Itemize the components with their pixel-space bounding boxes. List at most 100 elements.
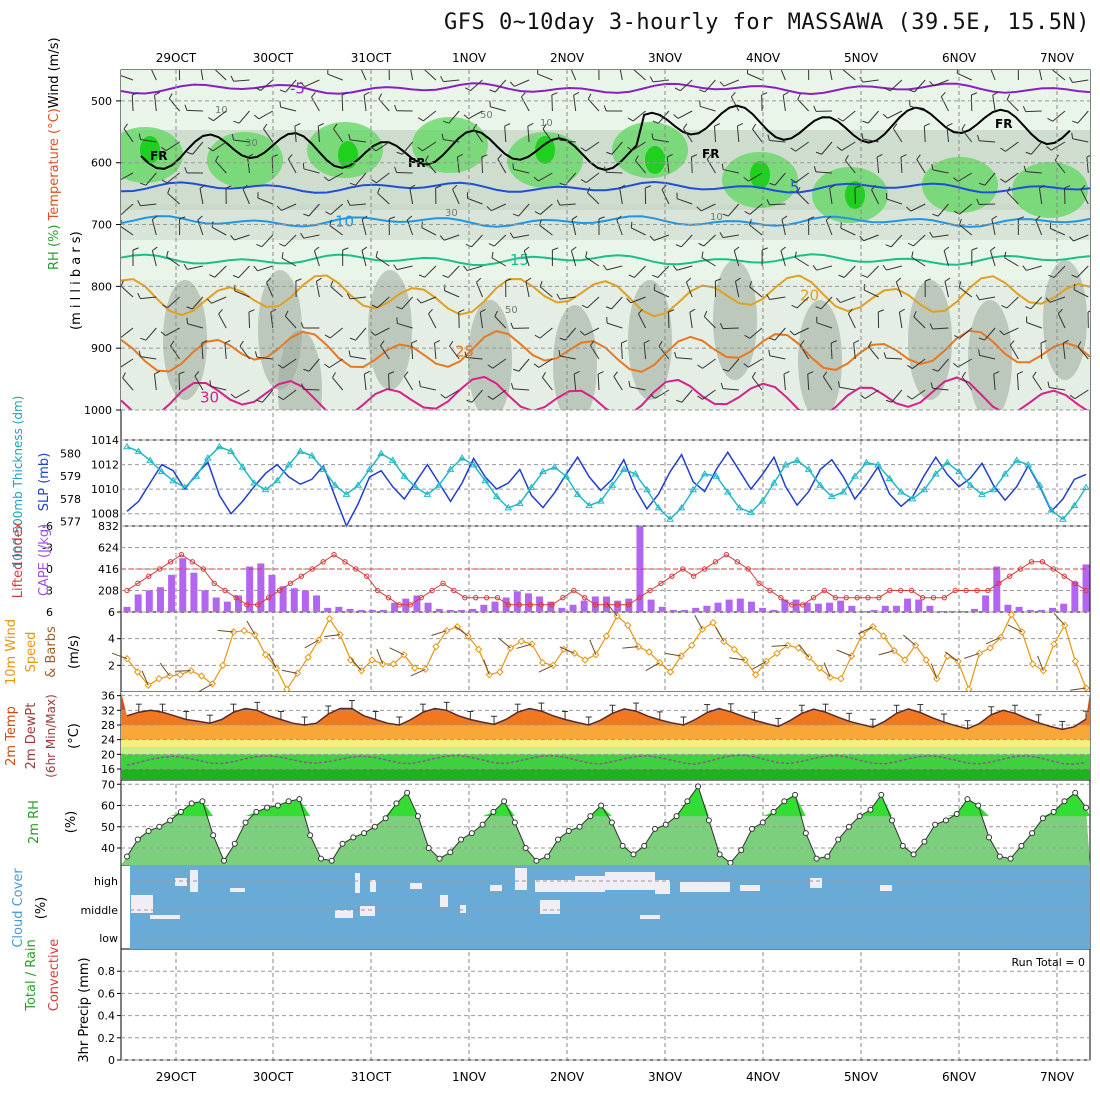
li-point [636,594,642,601]
wind-barb [393,264,413,271]
cape-bar [357,609,365,612]
wind-barb [533,172,553,182]
rh-dry-column [628,280,672,400]
rh-point [425,845,432,851]
wind-barb [551,92,558,112]
wind-barb [121,327,134,338]
wind-barb [743,172,763,182]
thickness-point [793,456,802,463]
isotherm-line [121,274,1090,318]
wind-barb [667,309,675,329]
wind-barb-10m [483,659,490,675]
cape-bar [324,607,332,612]
wind-barb [703,310,716,329]
rh-point [199,798,206,805]
wind-barb-10m [878,650,895,656]
wind-speed-point [442,626,451,635]
wind-speed-point [709,618,717,627]
rh-point [845,823,852,830]
cape-bar [904,598,912,612]
wind-speed-point [240,626,248,635]
wind-barb [906,389,926,400]
cape-bar [736,598,744,612]
wind-barb [505,278,512,298]
li-point [222,587,228,594]
thickness-point [492,492,501,500]
li-point [418,594,424,601]
run-total-label: Run Total = 0 [1012,956,1086,969]
wind-barb [649,76,669,83]
thickness-point [238,463,247,470]
wind-barb [360,70,367,81]
wind-speed-point [1029,660,1037,668]
isotherm-line [121,253,1090,267]
rh-contour-label: 50 [480,110,493,121]
rh-point [986,834,993,841]
wind-barb [976,134,996,143]
rh-point [544,853,551,860]
wind-barb [929,323,949,330]
date-label-bottom: 3NOV [648,1070,683,1084]
wind-barb [138,350,157,360]
cape-bar [435,608,443,612]
wind-barb [418,265,437,278]
rh-contour-label: 30 [445,208,458,219]
wind-barb [673,110,693,119]
wind-barb [233,110,250,124]
cloud-patch [335,910,353,918]
li-point [712,559,719,565]
rh-point [350,834,357,841]
rh-core [750,161,770,189]
wind-barb [186,296,204,310]
precip-ylabel-2: Convective [47,939,62,1012]
wind-barb [121,172,134,180]
wind-barb [808,216,815,236]
wind-speed-point [325,614,334,623]
wind-barb [573,370,580,391]
wind-barb [184,104,203,112]
wind-barb [523,246,530,267]
li-point [996,580,1002,587]
precip-ylabel-1: Total / Rain [24,939,39,1012]
wind-barb [885,192,903,205]
wind-barb [428,309,437,329]
rh-point [942,817,949,824]
rh-point [673,813,680,820]
wind-barb [991,215,998,236]
wind-barb [766,199,786,206]
wind-barb [746,70,763,81]
wind-barb [435,185,442,205]
wind-barb [978,327,996,341]
wind-barb [975,294,996,301]
wind-barb [619,184,626,205]
cape-bar [636,526,644,612]
wind-barb [256,234,274,248]
wind-tick-label: 2 [108,659,115,672]
wind-barb [829,70,833,81]
cape-bar [524,593,532,612]
rh-tick-label: 50 [101,821,115,834]
wind-barb [598,70,600,81]
wind-barb [580,141,600,152]
wind-barb [944,277,951,298]
temp-band [121,769,1090,780]
wind-speed-line [126,613,1087,692]
wind-speed-point [858,630,866,639]
wind-barb-10m [858,626,874,635]
wind-barb [676,389,693,403]
wind-barb [440,75,460,83]
cape-bar [212,597,220,612]
wind-speed-point [794,644,803,652]
wind-barb [303,358,320,372]
wind-speed-point [1071,657,1080,666]
rh-contour-label: 10 [540,118,553,129]
rh-point [759,819,766,826]
li-point [756,580,762,587]
wind-barb [932,203,949,217]
wind-barb [830,340,837,360]
li-point [342,559,348,565]
wind-barb [929,79,949,87]
wind-barb [1087,310,1090,329]
wind-barb [416,296,437,304]
wind-barb [444,284,460,298]
